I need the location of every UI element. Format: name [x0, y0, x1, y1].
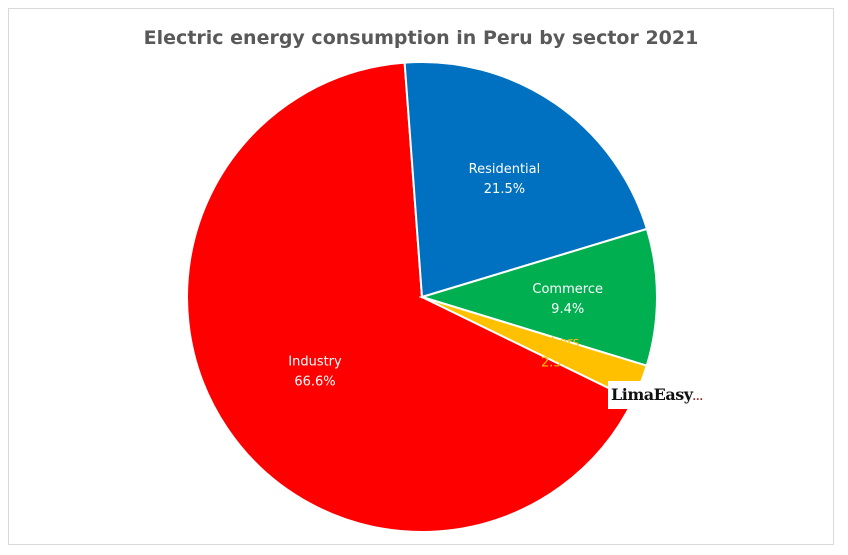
slice-value-others: 2.5%	[541, 355, 574, 370]
logo-dots: ...	[692, 392, 703, 403]
chart-title: Electric energy consumption in Peru by s…	[143, 27, 699, 49]
pie-slice-industry	[186, 61, 635, 533]
pie-slice-commerce	[418, 227, 658, 367]
slice-label-others: Others	[536, 335, 580, 350]
slice-value-commerce: 9.4%	[551, 302, 584, 317]
slice-label-commerce: Commerce	[532, 282, 603, 297]
slice-label-industry: Industry	[288, 354, 342, 369]
pie-labels: Industry 66.6% Residential 21.5% Commerce 9.4…	[288, 162, 603, 390]
slice-value-industry: 66.6%	[294, 374, 335, 389]
limaeasy-logo: LimaEasy...	[608, 381, 703, 409]
pie-slices	[186, 61, 658, 533]
logo-text: LimaEasy	[611, 385, 693, 404]
slice-value-residential: 21.5%	[484, 182, 525, 197]
slice-label-residential: Residential	[469, 162, 541, 177]
pie-slice-residential	[403, 61, 649, 299]
